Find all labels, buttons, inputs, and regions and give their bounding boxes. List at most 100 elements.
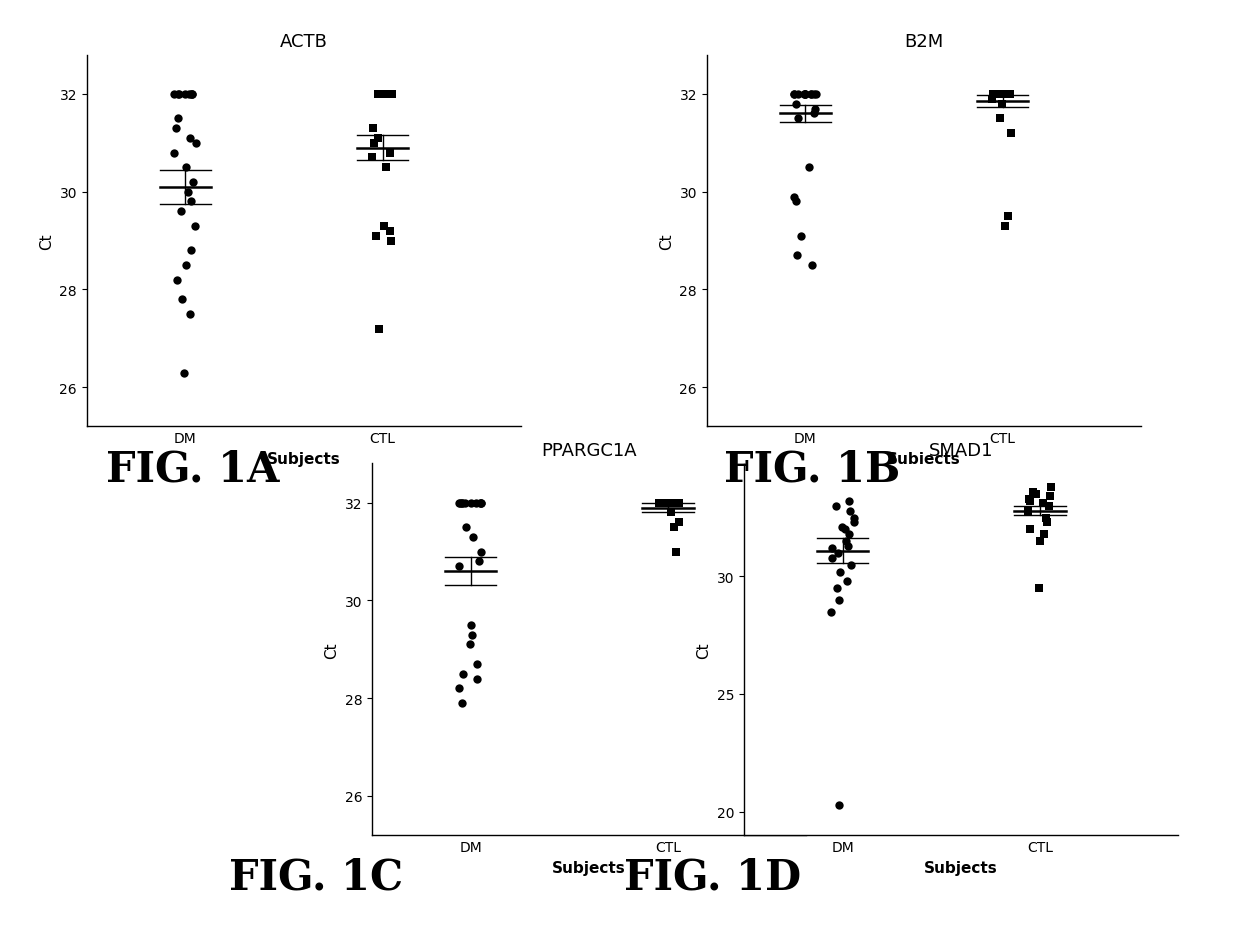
Point xyxy=(795,87,815,102)
Title: B2M: B2M xyxy=(904,33,944,51)
Point xyxy=(983,87,1003,102)
Point xyxy=(181,244,201,259)
Point xyxy=(455,496,475,510)
Point xyxy=(453,666,472,681)
Point xyxy=(164,146,184,161)
Point xyxy=(166,122,186,136)
Point xyxy=(801,258,821,273)
Point xyxy=(661,506,681,521)
Point xyxy=(665,520,684,535)
Point xyxy=(821,604,841,619)
Point xyxy=(1021,522,1040,537)
Point xyxy=(784,190,804,205)
Point xyxy=(657,496,677,510)
Point xyxy=(169,87,188,102)
Point xyxy=(450,496,470,510)
Point xyxy=(670,496,689,510)
Point xyxy=(786,97,806,112)
Point xyxy=(668,515,688,530)
Point xyxy=(381,146,401,161)
Point xyxy=(839,527,859,542)
Point xyxy=(804,87,823,102)
Y-axis label: Ct: Ct xyxy=(324,641,339,658)
Point xyxy=(182,87,202,102)
Y-axis label: Ct: Ct xyxy=(658,233,673,250)
Point xyxy=(1001,87,1021,102)
Point xyxy=(466,496,486,510)
Point xyxy=(836,535,856,549)
Point xyxy=(844,515,864,530)
Point xyxy=(1034,527,1054,542)
Point xyxy=(836,522,856,537)
Point xyxy=(1019,495,1039,509)
Point xyxy=(804,107,823,122)
Point xyxy=(795,87,815,102)
Point xyxy=(1025,487,1045,502)
Point xyxy=(786,195,806,210)
Point xyxy=(827,581,847,596)
Point xyxy=(471,496,491,510)
Point xyxy=(363,136,383,151)
Point xyxy=(172,292,192,307)
Point xyxy=(663,496,683,510)
Point xyxy=(467,657,487,672)
Point xyxy=(381,234,401,249)
Point xyxy=(449,681,469,696)
Point xyxy=(184,175,203,190)
Point xyxy=(181,87,201,102)
Point xyxy=(843,510,863,525)
Point xyxy=(379,87,399,102)
Point xyxy=(801,87,821,102)
Title: PPARGC1A: PPARGC1A xyxy=(541,442,637,459)
Point xyxy=(1030,535,1050,549)
Point xyxy=(377,87,397,102)
Point xyxy=(991,111,1011,126)
Point xyxy=(186,219,206,234)
Point xyxy=(827,499,847,514)
Point xyxy=(992,97,1012,112)
Point xyxy=(370,322,389,337)
Point xyxy=(663,496,683,510)
Point xyxy=(176,87,196,102)
Point xyxy=(1018,504,1038,519)
Point xyxy=(983,87,1003,102)
Point xyxy=(376,87,396,102)
Point xyxy=(653,496,673,510)
Point xyxy=(653,496,673,510)
Point xyxy=(982,92,1002,107)
Point xyxy=(366,229,386,244)
Point xyxy=(841,504,861,519)
Point xyxy=(460,638,480,652)
Point xyxy=(171,204,191,219)
Point xyxy=(996,219,1016,234)
X-axis label: Subjects: Subjects xyxy=(267,451,341,466)
Point xyxy=(988,87,1008,102)
Text: FIG. 1C: FIG. 1C xyxy=(229,856,403,898)
Point xyxy=(787,111,807,126)
Point xyxy=(164,87,184,102)
Point xyxy=(464,530,484,545)
Point xyxy=(174,366,193,380)
Point xyxy=(181,195,201,210)
Point xyxy=(470,496,490,510)
Point xyxy=(463,627,482,642)
X-axis label: Subjects: Subjects xyxy=(552,859,626,874)
Point xyxy=(1023,484,1043,499)
Point xyxy=(801,87,821,102)
Y-axis label: Ct: Ct xyxy=(696,641,712,658)
Point xyxy=(806,87,826,102)
Point xyxy=(822,550,842,565)
Title: ACTB: ACTB xyxy=(280,33,327,51)
Point xyxy=(461,496,481,510)
Y-axis label: Ct: Ct xyxy=(38,233,53,250)
Point xyxy=(784,87,804,102)
Point xyxy=(182,87,202,102)
Point xyxy=(376,87,396,102)
Point xyxy=(998,87,1018,102)
Point xyxy=(841,558,861,573)
Point xyxy=(180,131,200,146)
Point xyxy=(1038,515,1058,530)
Point xyxy=(373,87,393,102)
Point xyxy=(996,87,1016,102)
Point xyxy=(1001,126,1021,141)
